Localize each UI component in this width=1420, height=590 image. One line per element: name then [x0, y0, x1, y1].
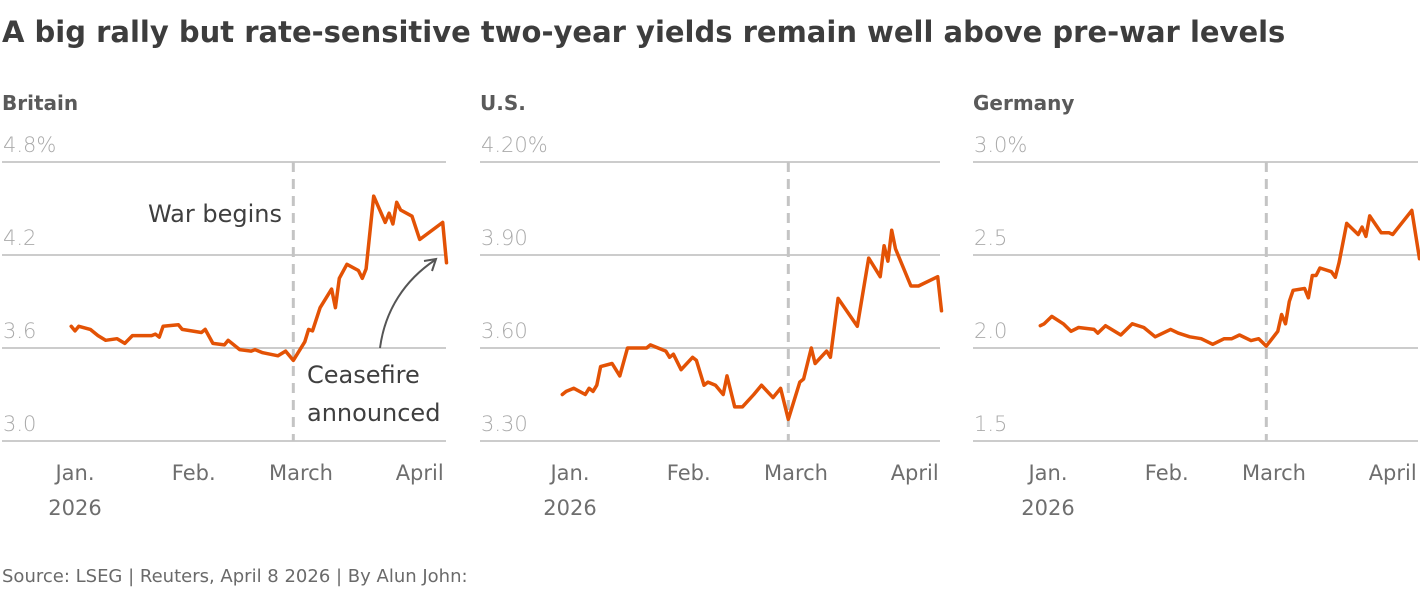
- y-tick-label: 3.0: [3, 412, 36, 436]
- y-tick-label: 2.0: [974, 319, 1007, 343]
- yield-line-us: [560, 228, 944, 422]
- x-tick-label: March: [1242, 461, 1306, 485]
- panel-britain: Britain 3.0 3.6 4.2 4.8% Jan. 2026 Feb. March Apr…: [2, 91, 449, 520]
- y-tick-label: 3.90: [481, 226, 528, 250]
- x-tick-label: April: [396, 461, 444, 485]
- panel-title: Germany: [973, 91, 1074, 115]
- x-tick-label: Feb.: [1145, 461, 1189, 485]
- annotation-ceasefire: Ceasefire: [307, 361, 420, 389]
- yield-line-germany: [1038, 208, 1420, 348]
- y-tick-label: 2.5: [974, 226, 1007, 250]
- panels: Britain 3.0 3.6 4.2 4.8% Jan. 2026 Feb. March Apr…: [2, 91, 1420, 520]
- annotation-war-begins: War begins: [148, 200, 282, 228]
- panel-germany: Germany 1.5 2.0 2.5 3.0% Jan. 2026 Feb. March Apr…: [973, 91, 1420, 520]
- panel-title: Britain: [2, 91, 78, 115]
- source-note: Source: LSEG | Reuters, April 8 2026 | B…: [2, 566, 468, 587]
- x-tick-label: April: [891, 461, 939, 485]
- arrowhead-icon: [423, 257, 438, 272]
- x-tick-sublabel: 2026: [1021, 496, 1074, 520]
- ceasefire-arrow: [379, 259, 436, 349]
- x-tick-label: March: [269, 461, 333, 485]
- x-tick-label: April: [1369, 461, 1417, 485]
- x-tick-label: Feb.: [172, 461, 216, 485]
- y-tick-label: 3.6: [3, 319, 36, 343]
- y-tick-label: 3.0%: [974, 133, 1027, 157]
- x-tick-label: March: [764, 461, 828, 485]
- y-tick-label: 3.30: [481, 412, 528, 436]
- x-tick-label: Jan.: [1026, 461, 1067, 485]
- panel-title: U.S.: [480, 91, 526, 115]
- y-tick-label: 3.60: [481, 319, 528, 343]
- panel-us: U.S. 3.30 3.60 3.90 4.20% Jan. 2026 Feb. March Ap…: [480, 91, 944, 520]
- y-tick-label: 4.2: [3, 226, 36, 250]
- yield-line-britain: [69, 194, 449, 363]
- x-tick-label: Jan.: [548, 461, 589, 485]
- x-tick-sublabel: 2026: [48, 496, 101, 520]
- x-tick-label: Feb.: [667, 461, 711, 485]
- chart-title: A big rally but rate-sensitive two-year …: [2, 15, 1285, 49]
- annotation-announced: announced: [307, 399, 440, 427]
- x-tick-label: Jan.: [53, 461, 94, 485]
- y-tick-label: 1.5: [974, 412, 1007, 436]
- x-tick-sublabel: 2026: [543, 496, 596, 520]
- y-tick-label: 4.20%: [481, 133, 548, 157]
- y-tick-label: 4.8%: [3, 133, 56, 157]
